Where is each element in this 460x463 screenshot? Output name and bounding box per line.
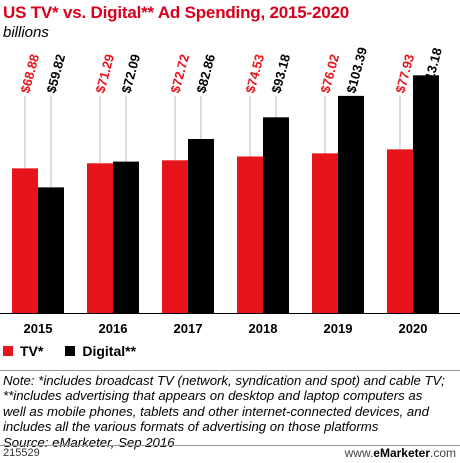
data-label-tv: $76.02	[317, 52, 342, 94]
legend-item-tv: TV*	[3, 343, 43, 359]
bar-tv	[237, 156, 263, 313]
bar-digital	[38, 187, 64, 313]
legend-item-digital: Digital**	[65, 343, 136, 359]
chart-id: 215529	[3, 447, 40, 459]
bar-digital	[188, 138, 214, 313]
data-label-tv: $74.53	[242, 52, 267, 94]
data-label-digital: $113.18	[418, 46, 444, 95]
legend: TV* Digital**	[3, 343, 158, 359]
note-line: well as mobile phones, tablets and other…	[3, 403, 429, 419]
bar-tv	[387, 149, 413, 313]
chart-title: US TV* vs. Digital** Ad Spending, 2015-2…	[3, 3, 349, 22]
data-label-digital: $82.86	[193, 52, 218, 94]
data-label-digital: $93.18	[268, 52, 293, 94]
bar-tv	[312, 153, 338, 313]
data-label-tv: $68.88	[17, 52, 42, 94]
bar-digital	[413, 75, 439, 314]
note-divider	[0, 370, 460, 371]
bar-tv	[87, 163, 113, 313]
legend-swatch-tv	[3, 346, 13, 356]
legend-label-tv: TV*	[20, 343, 44, 359]
x-tick-label: 2016	[99, 321, 128, 336]
brand-logo: www.eMarketer.com	[345, 446, 456, 460]
legend-swatch-digital	[65, 346, 76, 356]
bar-chart: $68.88 $59.82 2015 $71.29 $72.09 2016 $72.72 $8…	[0, 45, 460, 336]
data-label-digital: $103.39	[343, 45, 370, 94]
x-tick-label: 2020	[399, 321, 428, 336]
data-label-digital: $59.82	[43, 52, 68, 94]
bar-digital	[263, 117, 289, 314]
x-tick-label: 2017	[174, 321, 203, 336]
x-tick-label: 2019	[324, 321, 353, 336]
chart-subtitle: billions	[3, 24, 49, 41]
bar-tv	[12, 168, 38, 313]
brand-prefix: www.	[344, 446, 374, 460]
bar-digital	[338, 95, 364, 313]
data-label-digital: $72.09	[118, 52, 143, 94]
note-line: includes all the various formats of adve…	[3, 419, 379, 435]
bar-tv	[162, 160, 188, 313]
data-label-tv: $71.29	[92, 52, 117, 94]
chart-note: Note: *includes broadcast TV (network, s…	[3, 373, 459, 450]
note-line: Note: *includes broadcast TV (network, s…	[3, 373, 445, 388]
x-tick-label: 2018	[249, 321, 278, 336]
brand-suffix: .com	[429, 446, 456, 460]
note-line: **includes advertising that appears on d…	[3, 388, 423, 404]
legend-label-digital: Digital**	[82, 343, 137, 359]
brand-name: eMarketer	[373, 446, 430, 460]
data-label-tv: $72.72	[167, 52, 192, 94]
bar-digital	[113, 161, 139, 313]
footer-divider	[0, 445, 460, 446]
x-tick-label: 2015	[24, 321, 53, 336]
